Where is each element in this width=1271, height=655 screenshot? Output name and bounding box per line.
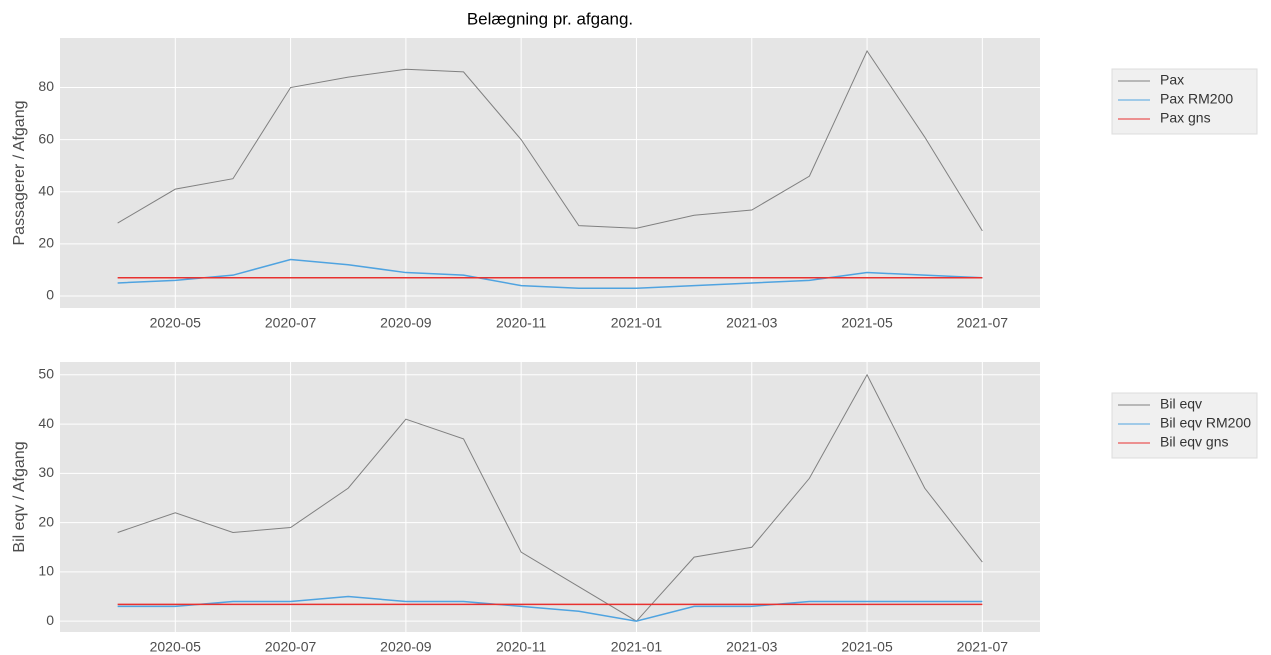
x-tick-label: 2021-05 <box>841 315 893 331</box>
y-axis-label: Passagerer / Afgang <box>11 101 28 246</box>
x-tick-label: 2021-07 <box>957 315 1009 331</box>
y-tick-label: 20 <box>38 235 54 251</box>
x-tick-label: 2020-07 <box>265 315 317 331</box>
legend-box <box>1111 68 1258 135</box>
series-line <box>117 373 983 622</box>
plot-background <box>60 362 1040 632</box>
x-tick-label: 2020-05 <box>150 639 202 655</box>
x-tick-label: 2020-07 <box>265 639 317 655</box>
x-tick-label: 2021-05 <box>841 639 893 655</box>
x-tick-label: 2020-09 <box>380 315 432 331</box>
y-tick-label: 0 <box>46 287 54 303</box>
y-tick-label: 50 <box>38 366 54 382</box>
series-line <box>117 595 983 622</box>
series-line <box>117 258 983 289</box>
x-tick-label: 2020-09 <box>380 639 432 655</box>
plot-background <box>60 38 1040 308</box>
series-line <box>117 50 983 232</box>
x-tick-label: 2020-11 <box>496 639 547 655</box>
x-tick-label: 2021-01 <box>611 639 663 655</box>
x-tick-label: 2020-11 <box>496 315 547 331</box>
x-tick-label: 2021-01 <box>611 315 663 331</box>
y-axis-label: Bil eqv / Afgang <box>11 441 28 552</box>
x-tick-label: 2021-07 <box>957 639 1009 655</box>
legend-label: Pax RM200 <box>1160 91 1233 107</box>
chart-title: Belægning pr. afgang. <box>467 9 633 28</box>
legend-label: Bil eqv RM200 <box>1160 415 1251 431</box>
x-tick-label: 2020-05 <box>150 315 202 331</box>
y-tick-label: 80 <box>38 78 54 94</box>
y-tick-label: 0 <box>46 612 54 628</box>
legend-label: Pax gns <box>1160 110 1211 126</box>
legend-label: Bil eqv <box>1160 396 1202 412</box>
y-tick-label: 40 <box>38 415 54 431</box>
y-tick-label: 40 <box>38 182 54 198</box>
legend-label: Pax <box>1160 72 1184 88</box>
y-tick-label: 20 <box>38 513 54 529</box>
x-tick-label: 2021-03 <box>726 315 778 331</box>
y-tick-label: 60 <box>38 130 54 146</box>
y-tick-label: 10 <box>38 563 54 579</box>
y-tick-label: 30 <box>38 464 54 480</box>
legend-box <box>1111 392 1258 459</box>
legend-label: Bil eqv gns <box>1160 434 1228 450</box>
x-tick-label: 2021-03 <box>726 639 778 655</box>
